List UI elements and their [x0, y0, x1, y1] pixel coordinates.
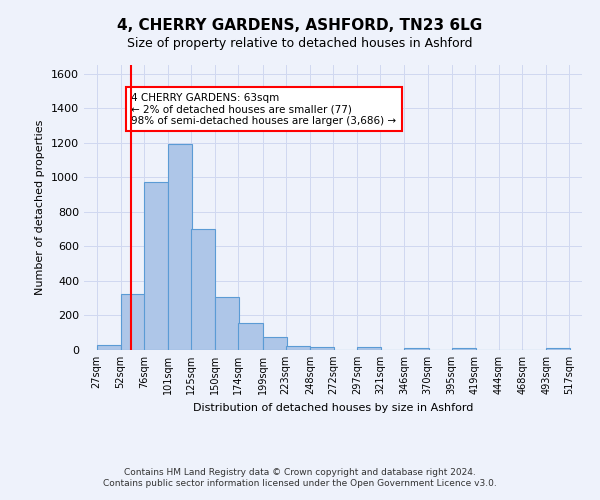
- Bar: [168, 144, 192, 350]
- Bar: [97, 345, 121, 350]
- Bar: [310, 346, 334, 350]
- Text: 4 CHERRY GARDENS: 63sqm
← 2% of detached houses are smaller (77)
98% of semi-det: 4 CHERRY GARDENS: 63sqm ← 2% of detached…: [131, 92, 397, 126]
- Bar: [191, 229, 215, 350]
- Text: Size of property relative to detached houses in Ashford: Size of property relative to detached ho…: [127, 38, 473, 51]
- Bar: [144, 182, 168, 350]
- X-axis label: Distribution of detached houses by size in Ashford: Distribution of detached houses by size …: [193, 402, 473, 412]
- Bar: [263, 337, 287, 350]
- Bar: [121, 294, 145, 350]
- Bar: [546, 348, 571, 350]
- Bar: [404, 348, 428, 350]
- Bar: [452, 348, 476, 350]
- Y-axis label: Number of detached properties: Number of detached properties: [35, 120, 46, 295]
- Bar: [215, 298, 239, 350]
- Text: 4, CHERRY GARDENS, ASHFORD, TN23 6LG: 4, CHERRY GARDENS, ASHFORD, TN23 6LG: [118, 18, 482, 32]
- Bar: [238, 323, 263, 350]
- Bar: [357, 348, 381, 350]
- Bar: [286, 346, 310, 350]
- Text: Contains HM Land Registry data © Crown copyright and database right 2024.
Contai: Contains HM Land Registry data © Crown c…: [103, 468, 497, 487]
